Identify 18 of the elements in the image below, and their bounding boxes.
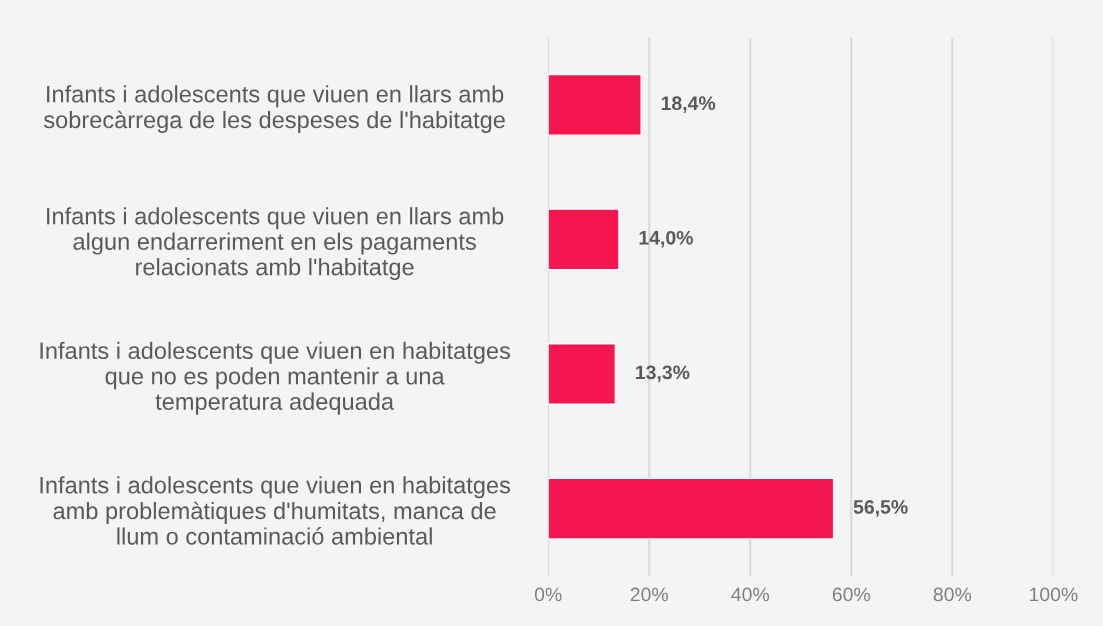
y-tick-label: Infants i adolescents que viuen en habitatges amb problemàtiques d'humitats, manca de llum o contaminació ambiental — [40, 476, 511, 545]
x-tick-label: 20% — [630, 587, 668, 602]
x-tick-label: 0% — [534, 587, 562, 602]
bar — [548, 477, 835, 540]
x-tick-label: 40% — [731, 587, 770, 602]
data-label: 56,5% — [853, 500, 908, 517]
bar — [548, 343, 617, 406]
data-label: 18,4% — [661, 96, 716, 113]
x-tick-label: 80% — [933, 587, 972, 602]
data-label: 13,3% — [636, 365, 690, 383]
y-tick-label: Infants i adolescents que viuen en llars amb algun endarreriment en els pagaments relacionats amb l'habitatge — [47, 207, 504, 281]
y-tick-label: Infants i adolescents que viuen en llars amb sobrecàrrega de les despeses de l'habitatge — [43, 85, 505, 133]
bar — [548, 208, 620, 271]
x-tick-label: 100% — [1029, 587, 1078, 602]
x-tick-label: 60% — [832, 587, 871, 602]
data-label: 14,0% — [639, 230, 693, 248]
y-tick-label: Infants i adolescents que viuen en habitatges que no es poden mantenir a una temperatura adequada — [40, 341, 511, 415]
bar — [548, 73, 642, 136]
